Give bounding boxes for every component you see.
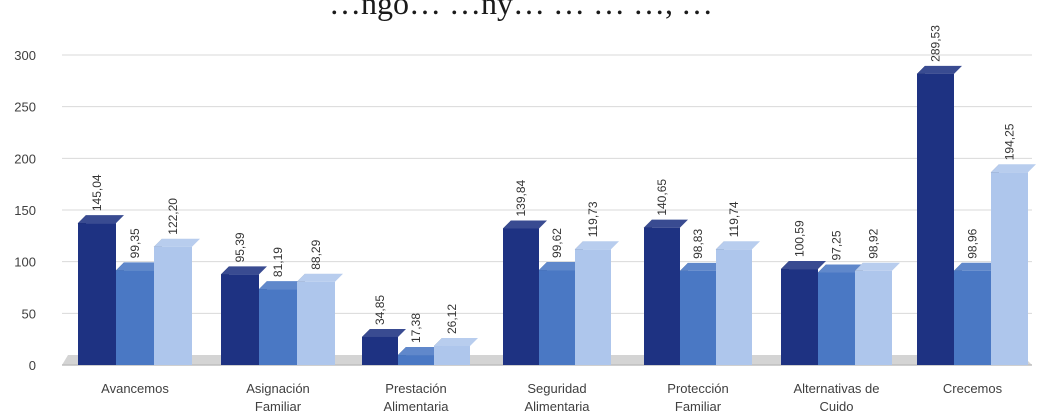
bar bbox=[539, 270, 575, 365]
bar-top bbox=[154, 238, 200, 247]
bar bbox=[297, 281, 335, 365]
data-label: 100,59 bbox=[793, 220, 807, 257]
bar-top bbox=[644, 219, 688, 228]
data-label: 17,38 bbox=[409, 313, 423, 343]
bar-top bbox=[855, 262, 900, 271]
x-tick-label: Asignación bbox=[246, 381, 310, 396]
x-tick-label: Cuido bbox=[820, 399, 854, 414]
data-label: 98,83 bbox=[691, 229, 705, 259]
data-label: 99,35 bbox=[128, 228, 142, 258]
bar bbox=[575, 249, 611, 365]
bar bbox=[503, 228, 539, 365]
bar bbox=[855, 270, 892, 365]
x-tick-label: Avancemos bbox=[101, 381, 169, 396]
y-tick-label: 200 bbox=[14, 151, 36, 166]
x-tick-label: Protección bbox=[667, 381, 728, 396]
bar-top bbox=[259, 281, 305, 290]
data-label: 119,74 bbox=[727, 201, 741, 237]
data-label: 145,04 bbox=[90, 174, 104, 211]
bar bbox=[917, 73, 954, 365]
bar bbox=[362, 336, 398, 365]
bar bbox=[154, 246, 192, 365]
bar-top bbox=[221, 266, 267, 275]
bar-top bbox=[362, 328, 406, 337]
x-tick-label: Familiar bbox=[675, 399, 722, 414]
bar bbox=[221, 274, 259, 365]
x-tick-label: Familiar bbox=[255, 399, 302, 414]
bar bbox=[259, 289, 297, 365]
data-label: 194,25 bbox=[1003, 123, 1017, 160]
bar bbox=[991, 172, 1028, 365]
bar bbox=[644, 227, 680, 365]
bar bbox=[78, 223, 116, 365]
bar-top bbox=[116, 262, 162, 271]
data-label: 289,53 bbox=[929, 25, 943, 62]
x-tick-label: Alternativas de bbox=[794, 381, 880, 396]
bar-top bbox=[991, 164, 1036, 173]
bar bbox=[781, 269, 818, 365]
data-label: 139,84 bbox=[514, 179, 528, 216]
bar-top bbox=[818, 264, 863, 273]
y-tick-label: 100 bbox=[14, 255, 36, 270]
bar-top bbox=[680, 262, 724, 271]
data-label: 98,92 bbox=[867, 228, 881, 258]
bar bbox=[116, 270, 154, 365]
x-tick-label: Seguridad bbox=[527, 381, 586, 396]
y-tick-label: 250 bbox=[14, 100, 36, 115]
data-label: 122,20 bbox=[166, 198, 180, 235]
bar-top bbox=[954, 262, 999, 271]
bar bbox=[680, 270, 716, 365]
bar-top bbox=[575, 241, 619, 250]
data-label: 140,65 bbox=[655, 179, 669, 216]
bar-top bbox=[398, 347, 442, 356]
data-labels: 145,04 99,35 122,20 95,39 81,19 88,29 34,85 17,… bbox=[90, 25, 1017, 343]
bars bbox=[78, 65, 1036, 365]
data-label: 34,85 bbox=[373, 295, 387, 325]
x-tick-label: Alimentaria bbox=[383, 399, 449, 414]
x-tick-label: Prestación bbox=[385, 381, 446, 396]
bar bbox=[434, 346, 470, 365]
bar bbox=[954, 270, 991, 365]
bar-top bbox=[434, 338, 478, 347]
bar-top bbox=[297, 273, 343, 282]
data-label: 97,25 bbox=[830, 230, 844, 260]
chart-title-text: …ngo… …ny… … … …, … bbox=[329, 0, 713, 21]
bar-top bbox=[503, 220, 547, 229]
bar-top bbox=[78, 215, 124, 224]
data-label: 99,62 bbox=[550, 228, 564, 258]
y-axis-ticks: 0 50 100 150 200 250 300 bbox=[14, 48, 36, 373]
bar bbox=[398, 355, 434, 365]
x-axis-ticks: Avancemos Asignación Familiar Prestación Ali… bbox=[101, 381, 1002, 414]
data-label: 95,39 bbox=[233, 232, 247, 262]
y-tick-label: 0 bbox=[29, 358, 36, 373]
x-tick-label: Alimentaria bbox=[524, 399, 590, 414]
data-label: 119,73 bbox=[586, 201, 600, 237]
bar-top bbox=[917, 65, 962, 74]
bar bbox=[716, 249, 752, 365]
y-tick-label: 300 bbox=[14, 48, 36, 63]
data-label: 26,12 bbox=[445, 304, 459, 334]
y-tick-label: 50 bbox=[22, 306, 36, 321]
data-label: 81,19 bbox=[271, 247, 285, 277]
chart-title: …ngo… …ny… … … …, … bbox=[0, 0, 1042, 34]
bar-top bbox=[539, 262, 583, 271]
bar-top bbox=[781, 261, 826, 270]
x-tick-label: Crecemos bbox=[943, 381, 1003, 396]
data-label: 98,96 bbox=[966, 228, 980, 258]
bar-top bbox=[716, 241, 760, 250]
bar bbox=[818, 272, 855, 365]
data-label: 88,29 bbox=[309, 239, 323, 269]
y-tick-label: 150 bbox=[14, 203, 36, 218]
